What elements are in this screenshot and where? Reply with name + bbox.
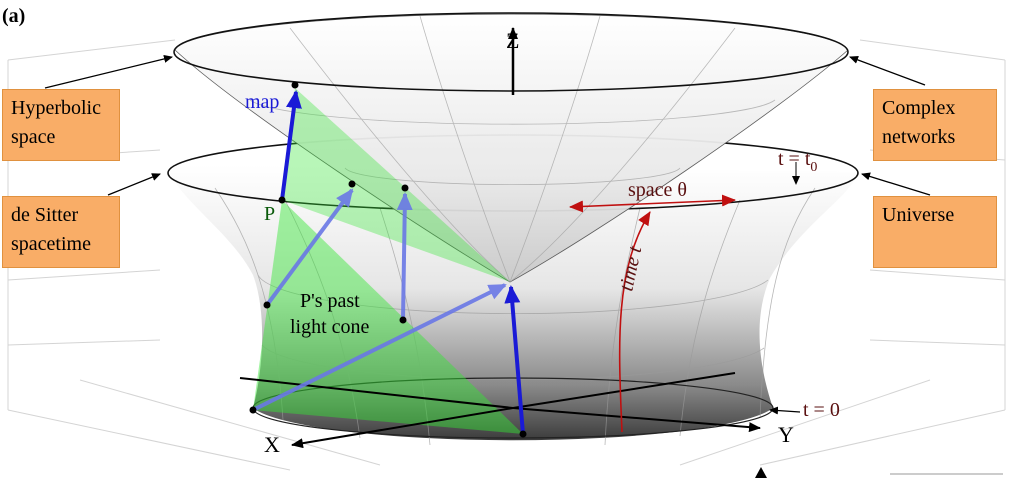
box-complex-networks: Complex networks — [873, 89, 997, 161]
t-equals-t0-label: t = t0 — [778, 148, 817, 175]
box-universe: Universe — [873, 196, 997, 268]
panel-label: (a) — [2, 5, 25, 27]
box-desitter-line-2: spacetime — [11, 233, 91, 255]
t-zero-label: t = 0 — [803, 399, 840, 421]
past-cone-label-1: P's past — [300, 290, 360, 312]
background-grid — [7, 39, 1006, 471]
box-hyperbolic-line-1: Hyperbolic — [11, 97, 101, 119]
z-axis-label: Z — [506, 28, 519, 53]
time-arrow — [618, 211, 651, 433]
projection-arrows — [252, 188, 507, 412]
box-hyperbolic-line-2: space — [11, 126, 56, 148]
x-axis-label: X — [264, 432, 280, 457]
points — [249, 81, 527, 438]
desitter-mesh — [214, 187, 816, 446]
box-desitter-line-1: de Sitter — [11, 204, 79, 226]
map-label: map — [245, 91, 279, 113]
box-desitter-spacetime: de Sitter spacetime — [2, 196, 120, 268]
box-complex-line-1: Complex — [882, 97, 956, 119]
hyperbolic-mesh — [249, 15, 776, 283]
axes — [239, 27, 761, 449]
t-sub-text: 0 — [810, 160, 817, 175]
past-cone-label-2: light cone — [290, 316, 370, 338]
pointer-arrow-icon — [755, 467, 1003, 478]
box-universe-line-1: Universe — [882, 204, 955, 226]
y-axis-label: Y — [778, 422, 794, 447]
box-complex-line-2: networks — [882, 126, 956, 148]
map-arrows — [280, 90, 525, 435]
light-cone-upper — [282, 88, 510, 282]
point-p-label: P — [264, 203, 275, 225]
space-theta-arrow — [569, 194, 736, 213]
space-theta-label: space θ — [628, 179, 687, 201]
t-equals-text: t = t — [778, 148, 811, 170]
top-circle — [173, 12, 849, 92]
box-hyperbolic-space: Hyperbolic space — [2, 89, 120, 161]
box-pointers — [44, 55, 931, 415]
